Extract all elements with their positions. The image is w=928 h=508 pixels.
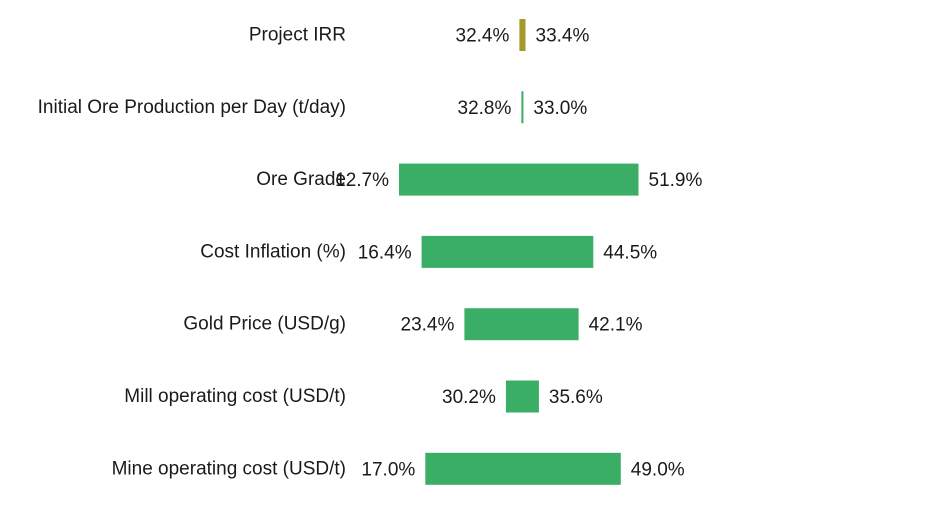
low-label-mine-operating-cost-usd-t: 17.0% bbox=[361, 459, 415, 480]
bar-mill-operating-cost-usd-t bbox=[505, 380, 539, 413]
high-label-gold-price-usd-g: 42.1% bbox=[589, 315, 643, 336]
category-label-cost-inflation: Cost Inflation (%) bbox=[200, 241, 346, 262]
high-label-ore-grade: 51.9% bbox=[649, 170, 703, 191]
category-label-mine-operating-cost-usd-t: Mine operating cost (USD/t) bbox=[112, 458, 346, 479]
low-label-mill-operating-cost-usd-t: 30.2% bbox=[442, 387, 496, 408]
category-label-gold-price-usd-g: Gold Price (USD/g) bbox=[183, 314, 346, 335]
category-label-mill-operating-cost-usd-t: Mill operating cost (USD/t) bbox=[124, 386, 346, 407]
bar-ore-grade bbox=[399, 163, 639, 196]
low-label-cost-inflation: 16.4% bbox=[358, 242, 412, 263]
low-label-project-irr: 32.4% bbox=[456, 26, 510, 47]
high-label-mill-operating-cost-usd-t: 35.6% bbox=[549, 387, 603, 408]
bars bbox=[399, 19, 639, 485]
low-label-initial-ore-production-per-day-t-day: 32.8% bbox=[458, 98, 512, 119]
category-label-project-irr: Project IRR bbox=[249, 25, 346, 46]
bar-gold-price-usd-g bbox=[464, 308, 579, 341]
category-label-ore-grade: Ore Grade bbox=[256, 169, 346, 190]
bar-project-irr bbox=[519, 19, 526, 51]
low-label-ore-grade: 12.7% bbox=[335, 170, 389, 191]
low-label-gold-price-usd-g: 23.4% bbox=[401, 315, 455, 336]
high-label-initial-ore-production-per-day-t-day: 33.0% bbox=[533, 98, 587, 119]
bar-cost-inflation bbox=[421, 235, 594, 268]
high-label-mine-operating-cost-usd-t: 49.0% bbox=[631, 459, 685, 480]
low-value-labels: 32.4% 32.8% 12.7% 16.4% 23.4% 30.2% 17.0% bbox=[335, 26, 511, 481]
category-labels: Project IRR Initial Ore Production per Da… bbox=[38, 25, 346, 480]
bar-mine-operating-cost-usd-t bbox=[425, 452, 621, 485]
high-label-project-irr: 33.4% bbox=[536, 26, 590, 47]
high-value-labels: 33.4% 33.0% 51.9% 44.5% 42.1% 35.6% 49.0% bbox=[533, 26, 702, 481]
bar-initial-ore-production-per-day-t-day bbox=[521, 91, 524, 124]
category-label-initial-ore-production-per-day-t-day: Initial Ore Production per Day (t/day) bbox=[38, 97, 346, 118]
high-label-cost-inflation: 44.5% bbox=[603, 242, 657, 263]
